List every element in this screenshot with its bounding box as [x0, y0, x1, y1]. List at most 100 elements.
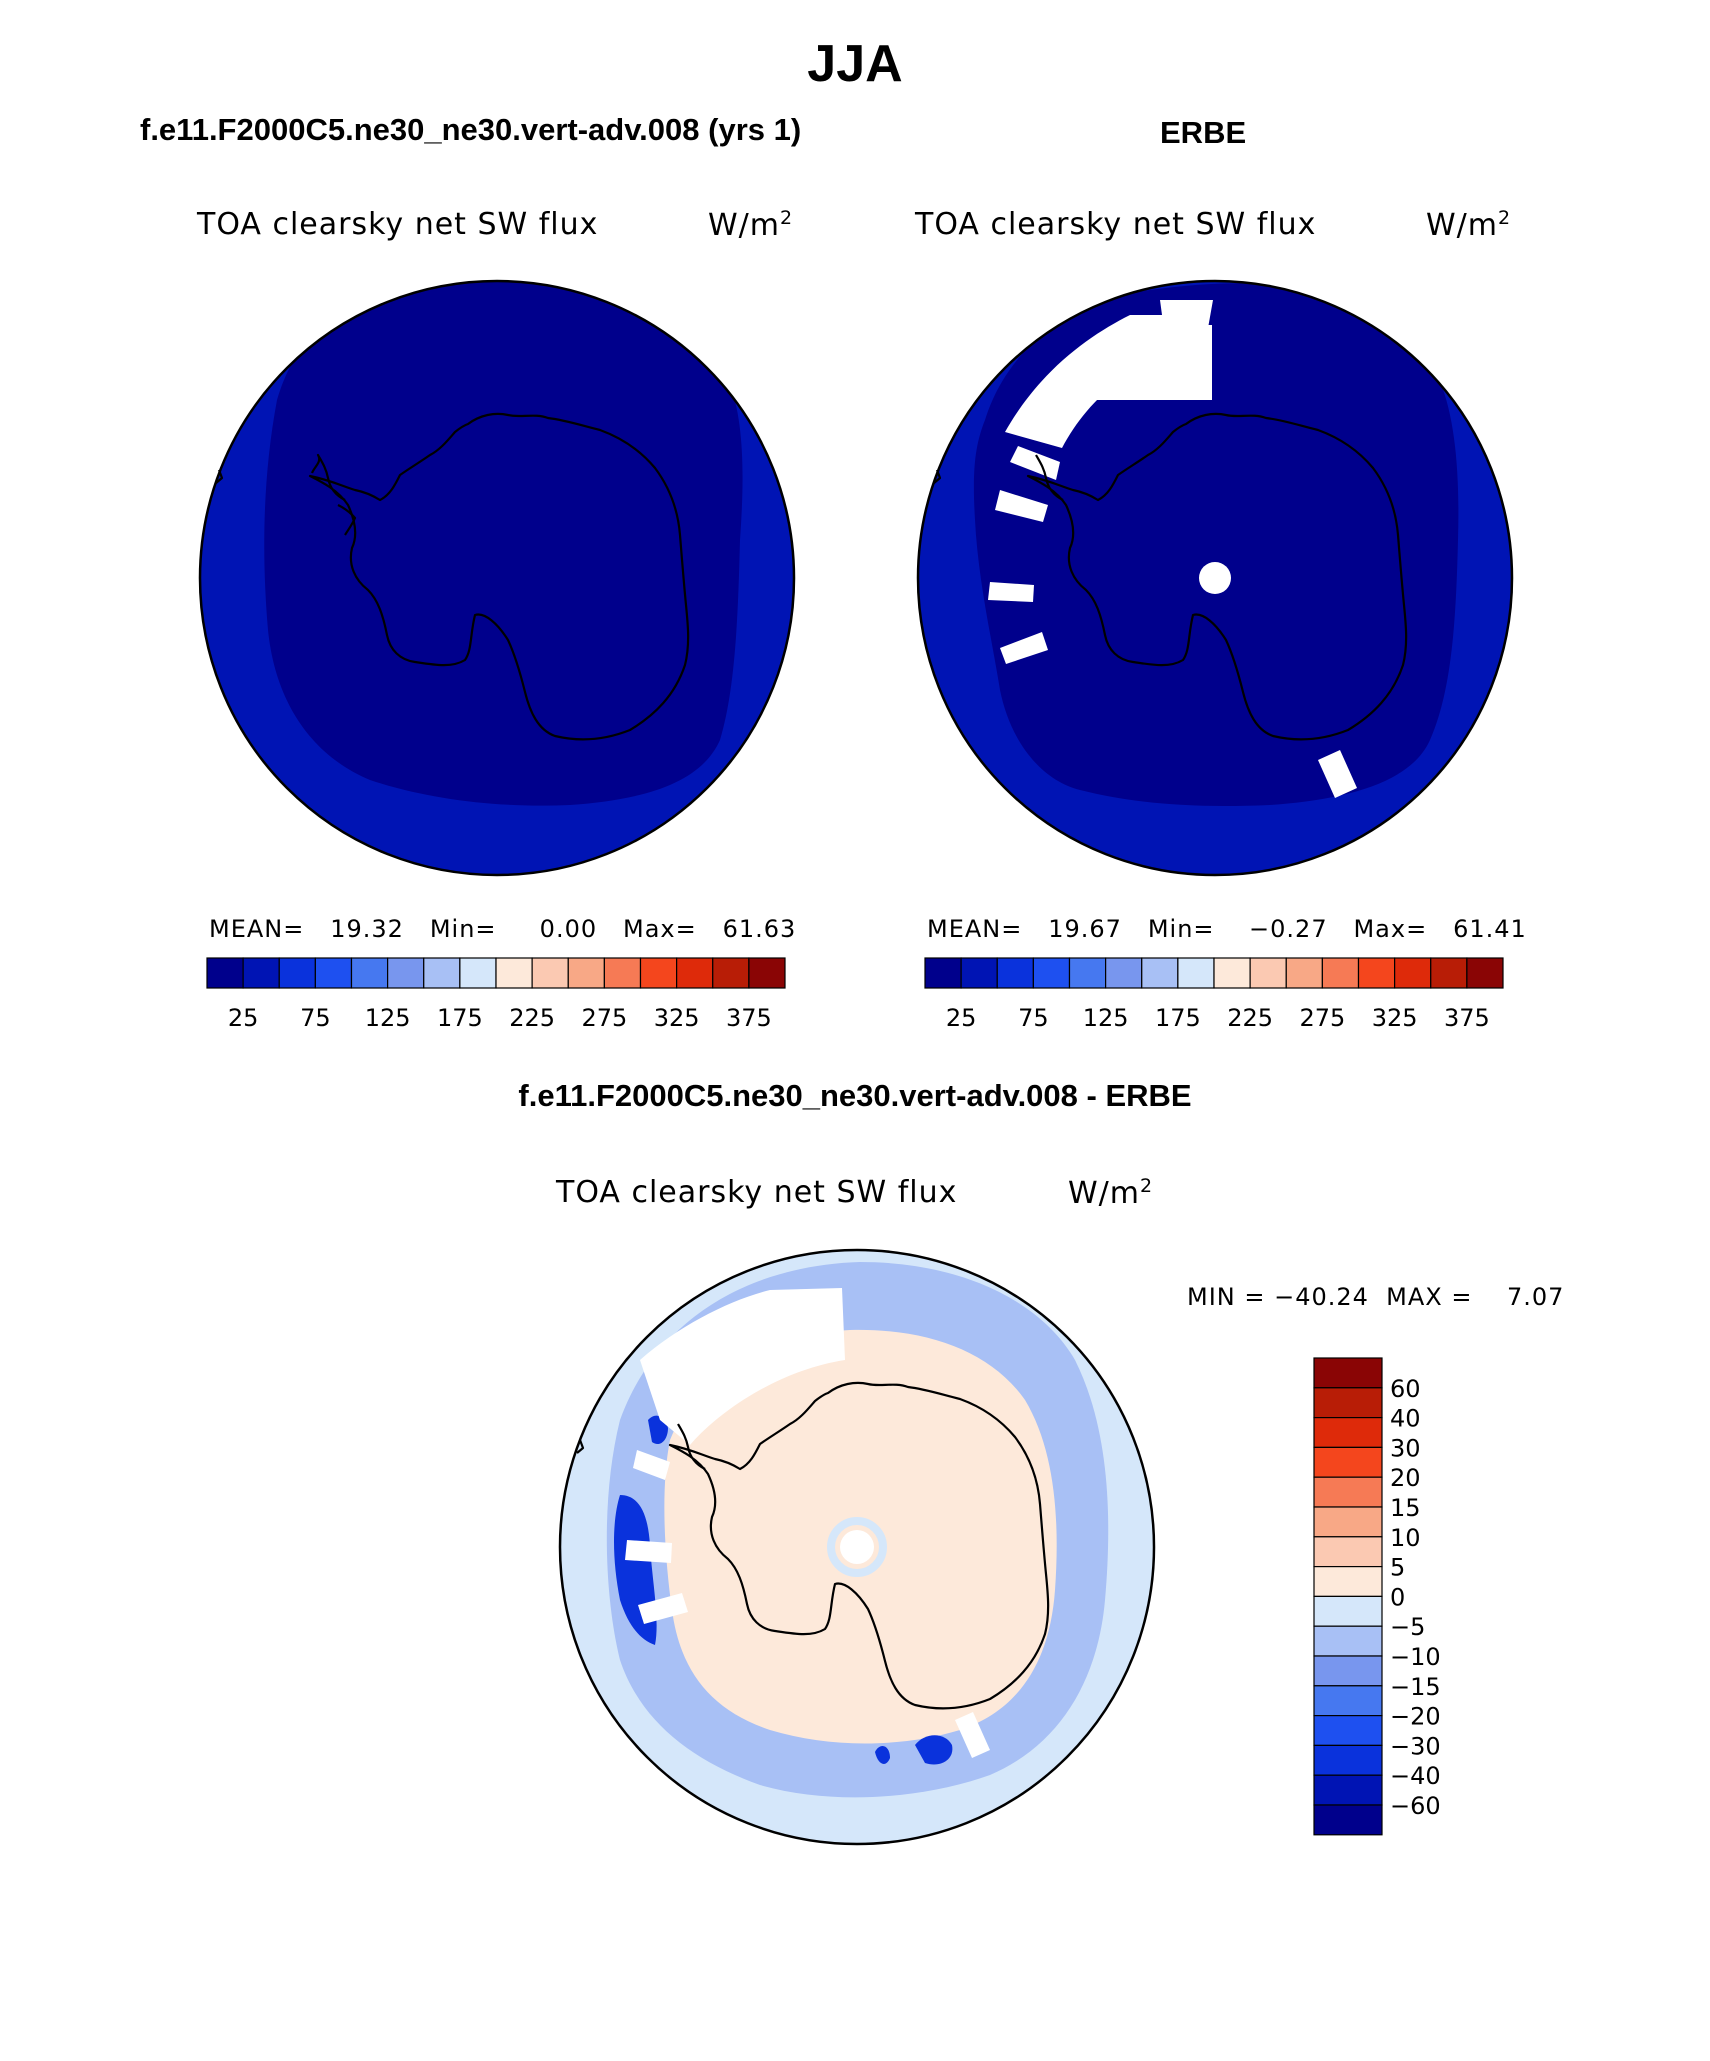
panel1-colorbar-tick-label: 275: [581, 1004, 627, 1032]
panel3-colorbar-tick-label: −10: [1390, 1643, 1441, 1671]
panel3-colorbar-box: [1313, 1804, 1383, 1836]
panel2-stats: MEAN= 19.67 Min= −0.27 Max= 61.41: [927, 915, 1527, 943]
panel3-colorbar-tick-label: −15: [1390, 1673, 1441, 1701]
panel2-colorbar-tick-label: 325: [1372, 1004, 1418, 1032]
panel3-missing-sector-arc: [640, 1288, 845, 1445]
panel2-colorbar-box: [1068, 957, 1107, 989]
panel1-colorbar-box: [603, 957, 642, 989]
panel3-colorbar-box: [1313, 1476, 1383, 1508]
panel1-colorbar-tick-label: 375: [726, 1004, 772, 1032]
panel3-coastline: [576, 1381, 1050, 1710]
model-case-title: f.e11.F2000C5.ne30_ne30.vert-adv.008 (yr…: [140, 112, 802, 147]
panel2-missing-block-top: [1085, 325, 1212, 400]
panel2-colorbar-box: [1394, 957, 1432, 989]
panel3-colorbar-tick-label: 40: [1390, 1405, 1421, 1433]
panel2-colorbar-box: [1321, 957, 1360, 989]
panel3-colorbar-box: [1313, 1714, 1383, 1746]
panel3-colorbar-tick-label: 15: [1390, 1494, 1421, 1522]
panel3-colorbar-tick-label: 60: [1390, 1375, 1421, 1403]
panel3-missing-block-left-upper: [633, 1450, 670, 1480]
panel1-map-border: [198, 279, 796, 877]
panel2-missing-block-southeast: [1318, 750, 1357, 798]
panel3-colorbar-tick-label: −60: [1390, 1792, 1441, 1820]
panel2-pole-hole: [1199, 562, 1231, 594]
panel1-colorbar-tick-label: 175: [437, 1004, 483, 1032]
panel3-patch-northwest: [648, 1415, 668, 1445]
difference-title: f.e11.F2000C5.ne30_ne30.vert-adv.008 - E…: [518, 1078, 1192, 1113]
panel1-coastline: [215, 412, 690, 741]
panel1-colorbar-tick-label: 75: [300, 1004, 331, 1032]
panel2-colorbar-box: [1105, 957, 1143, 989]
panel1-colorbar-tick-label: 25: [228, 1004, 259, 1032]
panel2-colorbar-tick-label: 225: [1227, 1004, 1273, 1032]
panel3-missing-data: [625, 1288, 990, 1758]
panel2-colorbar-box: [1285, 957, 1323, 989]
panel2-missing-block-southwest: [1000, 632, 1048, 664]
panel1-colorbar-box: [748, 957, 786, 989]
panel2-missing-block-west: [988, 582, 1034, 602]
panel3-variable-label: TOA clearsky net SW flux: [556, 1175, 958, 1210]
panel1-colorbar-box: [242, 957, 280, 989]
panel1-colorbar-box: [676, 957, 714, 989]
panel3-units-label: W/m2: [1068, 1175, 1154, 1211]
panel3-map: [560, 1250, 1154, 1844]
panel1-colorbar-box: [712, 957, 750, 989]
page-title: JJA: [807, 35, 903, 93]
panel2-colorbar-box: [1032, 957, 1071, 989]
panel2-colorbar: 25 75 125 175 225 275 325 375: [924, 957, 1504, 1032]
panel3-map-border: [558, 1248, 1156, 1846]
panel1-stats: MEAN= 19.32 Min= 0.00 Max= 61.63: [209, 915, 797, 943]
panel1-interior-region: [264, 281, 743, 806]
panel2-interior-region: [973, 283, 1459, 807]
panel2-missing-block-left-upper: [1010, 446, 1060, 480]
panel3-colorbar-tick-label: 0: [1390, 1583, 1405, 1611]
panel3-colorbar-box: [1313, 1625, 1383, 1657]
panel3-colorbar-box: [1313, 1357, 1383, 1389]
panel2-map-border: [916, 279, 1514, 877]
panel3-colorbar-box: [1313, 1595, 1383, 1627]
panel3-colorbar-tick-label: −40: [1390, 1762, 1441, 1790]
panel3-colorbar-tick-label: 5: [1390, 1554, 1405, 1582]
panel3-colorbar-box: [1313, 1536, 1383, 1568]
panel2-colorbar-tick-label: 75: [1018, 1004, 1049, 1032]
panel1-colorbar-box: [459, 957, 497, 989]
panel3-pole-ring: [827, 1517, 887, 1577]
panel1-colorbar-box: [423, 957, 461, 989]
panel3-missing-block-southeast: [955, 1712, 990, 1758]
panel1-colorbar-box: [495, 957, 533, 989]
panel2-colorbar-box: [1177, 957, 1215, 989]
panel3-colorbar-box: [1313, 1387, 1383, 1419]
panel1-colorbar-box: [639, 957, 678, 989]
panel1-map: [200, 281, 794, 875]
panel2-colorbar-box: [996, 957, 1034, 989]
panel1-colorbar-tick-label: 125: [365, 1004, 411, 1032]
panel3-colorbar-box: [1313, 1655, 1383, 1687]
panel3-colorbar-box: [1313, 1685, 1383, 1717]
panel1-units-label: W/m2: [708, 207, 794, 243]
panel1-colorbar-box: [206, 957, 244, 989]
panel1-colorbar-box: [387, 957, 425, 989]
panel3-colorbar-tick-label: −5: [1390, 1613, 1425, 1641]
panel2-missing-block-small: [1048, 393, 1063, 409]
panel2-colorbar-tick-label: 275: [1299, 1004, 1345, 1032]
panel2-colorbar-box: [1466, 957, 1504, 989]
panel1-colorbar-box: [350, 957, 389, 989]
panel3-colorbar-box: [1313, 1446, 1383, 1478]
panel2-units-label: W/m2: [1426, 207, 1512, 243]
panel2-variable-label: TOA clearsky net SW flux: [915, 207, 1317, 242]
panel3-colorbar-box: [1313, 1744, 1383, 1776]
panel3-stats: MIN = −40.24 MAX = 7.07: [1187, 1283, 1565, 1311]
obs-dataset-title: ERBE: [1160, 115, 1247, 150]
panel2-colorbar-box: [1357, 957, 1396, 989]
panel3-pole-hole: [840, 1530, 874, 1564]
panel1-variable-label: TOA clearsky net SW flux: [197, 207, 599, 242]
panel3-colorbar-tick-label: 10: [1390, 1524, 1421, 1552]
panel1-colorbar-tick-label: 225: [509, 1004, 555, 1032]
panel3-colorbar-box: [1313, 1506, 1383, 1538]
panel3-colorbar-tick-label: 20: [1390, 1464, 1421, 1492]
panel2-colorbar-box: [1430, 957, 1468, 989]
panel1-colorbar-box: [278, 957, 316, 989]
panel1-colorbar: 25 75 125 175 225 275 325 375: [206, 957, 786, 1032]
